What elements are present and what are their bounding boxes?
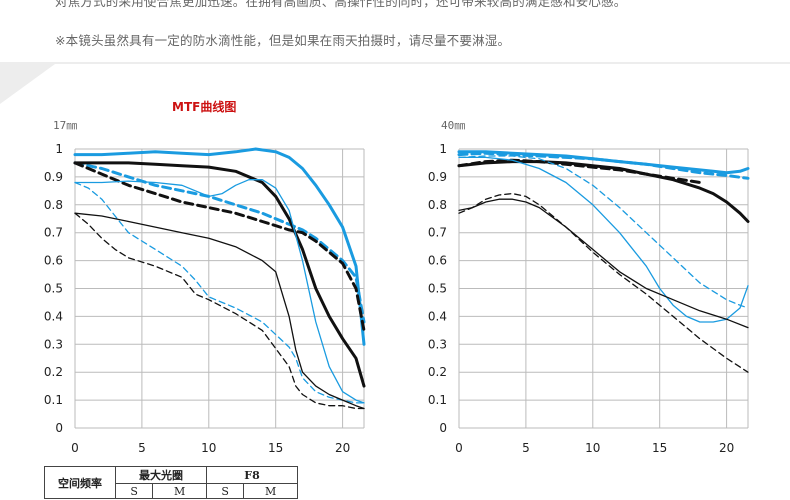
- focal-length-label-40: 40㎜: [441, 119, 466, 132]
- x-tick-label: 15: [652, 441, 667, 455]
- y-tick-label: 0.2: [428, 365, 447, 379]
- mtf-series-line-4: [73, 161, 366, 332]
- y-tick-label: 0.6: [44, 254, 63, 268]
- y-tick-label: 0: [55, 421, 63, 435]
- y-tick-label: 0: [439, 421, 447, 435]
- description-text: 对焦方式的采用使合焦更加迅速。在拥有高画质、高操作性的同时，还可带来较高的满足感…: [55, 0, 627, 9]
- legend-table: 空间频率 最大光圈 F8 S M S M: [44, 466, 298, 499]
- legend-s-max: S: [114, 483, 154, 499]
- legend-f8: F8: [206, 466, 298, 484]
- mtf-series-line-8: [74, 212, 365, 410]
- y-tick-label: 0.7: [44, 226, 63, 240]
- y-tick-label: 0.4: [44, 309, 63, 323]
- y-tick-label: 1: [439, 142, 447, 156]
- mtf-series-line-2: [457, 151, 750, 180]
- y-tick-label: 0.4: [428, 309, 447, 323]
- legend-header: 空间频率: [44, 466, 116, 499]
- mtf-series-line-7: [74, 212, 365, 410]
- y-tick-label: 0.1: [44, 393, 63, 407]
- y-tick-label: 0.9: [428, 170, 447, 184]
- focal-length-label-17: 17㎜: [53, 119, 78, 132]
- x-tick-label: 5: [138, 441, 146, 455]
- mtf-series-line-3: [73, 161, 366, 388]
- mtf-series-line-8: [458, 192, 749, 373]
- y-tick-label: 1: [55, 142, 63, 156]
- y-tick-label: 0.1: [428, 393, 447, 407]
- x-tick-label: 5: [522, 441, 530, 455]
- chart-title: MTF曲线图: [172, 100, 237, 114]
- mtf-series-line-5: [74, 179, 365, 404]
- mtf-series-line-5: [458, 156, 749, 323]
- y-tick-label: 0.3: [428, 337, 447, 351]
- y-tick-label: 0.8: [428, 198, 447, 212]
- mtf-series-line-2: [73, 161, 366, 324]
- legend-m-max: M: [152, 483, 207, 499]
- mtf-series-line-1: [73, 147, 366, 346]
- y-tick-label: 0.2: [44, 365, 63, 379]
- x-tick-label: 20: [719, 441, 734, 455]
- legend-max-aperture: 最大光圈: [115, 466, 207, 484]
- y-tick-label: 0.5: [428, 282, 447, 296]
- y-tick-label: 0.5: [44, 282, 63, 296]
- x-tick-label: 15: [268, 441, 283, 455]
- x-tick-label: 10: [201, 441, 216, 455]
- mtf-series-line-6: [74, 181, 365, 404]
- y-tick-label: 0.7: [428, 226, 447, 240]
- y-tick-label: 0.9: [44, 170, 63, 184]
- y-tick-label: 0.6: [428, 254, 447, 268]
- x-tick-label: 10: [585, 441, 600, 455]
- mtf-series-line-7: [458, 198, 749, 329]
- waterproof-warning: ※本镜头虽然具有一定的防水滴性能，但是如果在雨天拍摄时，请尽量不要淋湿。: [55, 33, 511, 48]
- y-tick-label: 0.8: [44, 198, 63, 212]
- y-tick-label: 0.3: [44, 337, 63, 351]
- mtf-series-line-4: [457, 158, 702, 184]
- legend-s-f8: S: [205, 483, 245, 499]
- x-tick-label: 0: [455, 441, 463, 455]
- legend-m-f8: M: [243, 483, 298, 499]
- x-tick-label: 20: [335, 441, 350, 455]
- x-tick-label: 0: [71, 441, 79, 455]
- mtf-series-line-6: [458, 155, 749, 309]
